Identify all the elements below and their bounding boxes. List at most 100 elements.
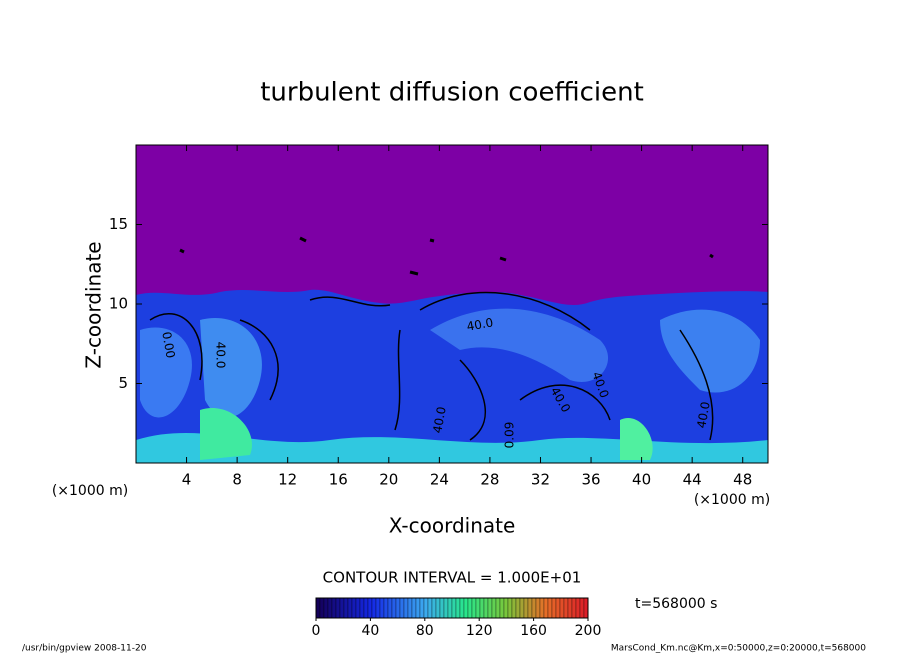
colorbar-cell [439,597,445,619]
colorbar-cell [363,597,369,619]
colorbar-cell [471,597,477,619]
colorbar-cell [427,597,433,619]
colorbar-cell [399,597,405,619]
colorbar-cell [331,597,337,619]
colorbar-cell [463,597,469,619]
colorbar-tick-label: 120 [466,623,493,639]
x-tick-label: 32 [531,471,550,489]
x-tick-label: 8 [232,471,242,489]
colorbar-cell [451,597,457,619]
x-tick-label: 20 [379,471,398,489]
colorbar-cell [527,597,533,619]
x-unit: (×1000 m) [694,492,770,508]
x-tick-label: 36 [581,471,600,489]
colorbar-cell [551,597,557,619]
contour-label: 0.09 [503,422,517,449]
colorbar-cell [447,597,453,619]
x-tick-label: 44 [683,471,702,489]
colorbar-cell [343,597,349,619]
colorbar-tick-label: 160 [520,623,547,639]
field [136,145,768,463]
colorbar-cell [475,597,481,619]
colorbar-cell [323,597,329,619]
colorbar-cell [347,597,353,619]
colorbar-cell [339,597,345,619]
colorbar-cell [571,597,577,619]
colorbar-cell [579,597,585,619]
chart-title: turbulent diffusion coefficient [260,78,644,108]
y-unit: (×1000 m) [52,483,128,499]
colorbar-cell [535,597,541,619]
colorbar-cell [359,597,365,619]
colorbar-cell [403,597,409,619]
colorbar-cell [483,597,489,619]
colorbar-tick-label: 80 [416,623,434,639]
colorbar-tick-label: 0 [312,623,321,639]
colorbar-cell [431,597,437,619]
colorbar-cell [407,597,413,619]
colorbar-cell [575,597,581,619]
colorbar-cell [395,597,401,619]
contour-interval: CONTOUR INTERVAL = 1.000E+01 [323,569,582,587]
y-tick-label: 5 [118,374,128,392]
y-axis-label: Z-coordinate [82,241,106,368]
colorbar-cell [491,597,497,619]
colorbar-cell [391,597,397,619]
colorbar-cell [563,597,569,619]
colorbar-cell [511,597,517,619]
colorbar-cell [351,597,357,619]
colorbar-tick-label: 40 [361,623,379,639]
contour-label: 0.00 [159,331,177,360]
colorbar-cell [375,597,381,619]
colorbar-cell [539,597,545,619]
colorbar-tick-label: 200 [575,623,602,639]
contour-label: 40.0 [430,406,448,435]
colorbar-cell [543,597,549,619]
colorbar-cell [467,597,473,619]
x-tick-label: 48 [733,471,752,489]
colorbar-cell [319,597,325,619]
colorbar-cell [315,597,321,619]
colorbar-cell [507,597,513,619]
colorbar-cell [415,597,421,619]
colorbar-cell [455,597,461,619]
x-tick-label: 16 [329,471,348,489]
contour-label: 40.0 [214,342,228,369]
contour-label: 40.0 [466,315,495,333]
colorbar-cell [383,597,389,619]
footer-left: /usr/bin/gpview 2008-11-20 [22,644,147,654]
x-tick-label: 28 [480,471,499,489]
colorbar-cell [355,597,361,619]
x-tick-label: 4 [182,471,192,489]
colorbar-cell [499,597,505,619]
contour-label: 40.0 [694,401,712,430]
colorbar-cell [583,597,589,619]
colorbar-cell [411,597,417,619]
colorbar-cell [435,597,441,619]
colorbar-cell [503,597,509,619]
colorbar-cell [335,597,341,619]
colorbar-cell [515,597,521,619]
colorbar-cell [443,597,449,619]
colorbar-cell [419,597,425,619]
colorbar-cell [423,597,429,619]
x-tick-label: 12 [278,471,297,489]
colorbar-cell [379,597,385,619]
footer-right: MarsCond_Km.nc@Km,x=0:50000,z=0:20000,t=… [611,644,866,654]
y-tick-label: 15 [109,215,128,233]
colorbar-frame [315,597,589,619]
colorbar-cell [519,597,525,619]
colorbar-cell [547,597,553,619]
colorbar-cell [387,597,393,619]
colorbar-cell [567,597,573,619]
y-tick-label: 10 [109,295,128,313]
colorbar-cell [327,597,333,619]
colorbar-cell [479,597,485,619]
colorbar-cell [531,597,537,619]
time-label: t=568000 s [635,596,717,612]
x-tick-label: 24 [430,471,449,489]
colorbar-cell [495,597,501,619]
colorbar-cell [459,597,465,619]
colorbar-cell [559,597,565,619]
